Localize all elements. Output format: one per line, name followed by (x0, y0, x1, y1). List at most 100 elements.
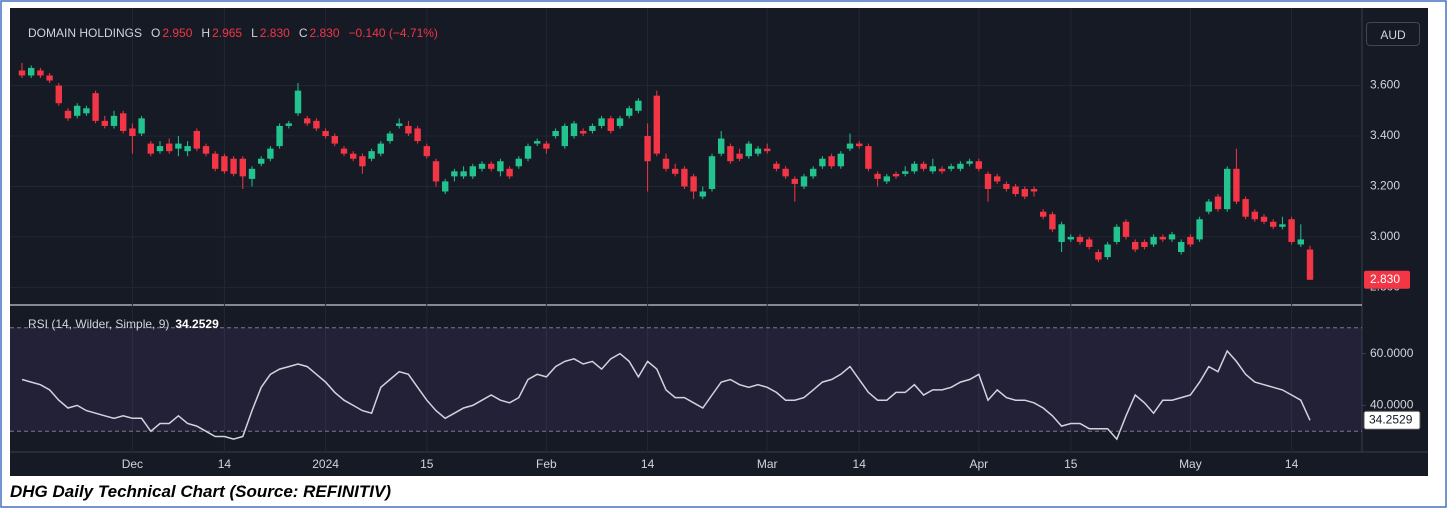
candle-body (1214, 196, 1222, 210)
symbol-name: DOMAIN HOLDINGS (28, 26, 143, 40)
candle-body (451, 171, 458, 177)
currency-button[interactable]: AUD (1366, 22, 1420, 46)
candle-body (764, 148, 771, 152)
x-tick-label: Mar (757, 457, 778, 471)
candle-body (994, 176, 1001, 182)
candle-body (202, 146, 210, 154)
x-tick-label: May (1179, 457, 1202, 471)
candle-body (166, 143, 173, 152)
candle-body (1187, 236, 1194, 245)
candle-body (368, 151, 375, 159)
x-tick-label: 14 (853, 457, 867, 471)
candle-body (55, 85, 62, 104)
candle-body (948, 166, 955, 169)
candle-body (690, 176, 697, 192)
candle-body (506, 168, 513, 177)
candle-body (846, 143, 854, 149)
candle-body (745, 143, 752, 157)
legend-value: 2.830 (309, 26, 340, 40)
candle-body (874, 173, 881, 179)
y-tick-label: 3.600 (1370, 78, 1400, 92)
legend-key: C (298, 26, 308, 40)
candle-body (1122, 221, 1130, 237)
candle-body (1141, 241, 1148, 247)
rsi-title: RSI (14, Wilder, Simple, 9) (28, 317, 170, 331)
x-tick-label: 2024 (312, 457, 339, 471)
candle-body (1086, 239, 1093, 247)
candle-body (736, 153, 743, 159)
y-tick-label: 3.000 (1370, 229, 1400, 243)
candle-body (635, 100, 642, 111)
candle-body (193, 130, 200, 149)
candle-body (929, 166, 936, 172)
candle-body (83, 108, 90, 114)
candle-body (966, 161, 973, 164)
candle-body (1049, 214, 1056, 230)
candle-body (248, 168, 256, 179)
candle-body (267, 148, 274, 159)
candle-body (1095, 252, 1102, 260)
candle-body (1058, 224, 1065, 242)
candle-body (120, 113, 127, 131)
candle-body (515, 158, 522, 167)
candle-body (184, 146, 191, 152)
rsi-band (10, 327, 1362, 432)
x-tick-label: Feb (536, 457, 557, 471)
candle-body (754, 148, 762, 154)
y-tick-label: 40.0000 (1370, 398, 1414, 412)
candle-body (672, 168, 679, 174)
candle-body (1168, 234, 1176, 240)
legend-key: L (251, 26, 258, 40)
candle-body (92, 93, 99, 121)
candle-body (1030, 188, 1038, 192)
x-tick-label: 15 (1064, 457, 1078, 471)
candle-body (313, 120, 320, 129)
x-tick-label: 15 (420, 457, 434, 471)
candle-body (708, 156, 716, 189)
candle-body (1040, 211, 1047, 217)
rsi-line (21, 349, 1311, 441)
candle-body (920, 163, 927, 169)
candle-body (258, 158, 265, 164)
candle-body (488, 163, 495, 169)
caption: DHG Daily Technical Chart (Source: REFIN… (10, 482, 391, 501)
candle-body (883, 176, 890, 182)
candle-body (1003, 183, 1010, 189)
candle-body (285, 123, 292, 126)
candle-body (64, 110, 72, 119)
candle-body (469, 166, 476, 177)
candle-body (938, 168, 946, 172)
candle-body (497, 161, 504, 172)
legend-value: 2.965 (212, 26, 243, 40)
legend-change: −0.140 (−4.71%) (348, 26, 438, 40)
candle-body (727, 146, 734, 162)
rsi-legend: RSI (14, Wilder, Simple, 9) 34.2529 (28, 317, 219, 331)
candle-body (1150, 236, 1157, 245)
candle-body (902, 171, 909, 174)
candle-body (350, 153, 357, 159)
candle-body (957, 163, 964, 169)
y-tick-label: 60.0000 (1370, 346, 1414, 360)
candle-body (18, 70, 26, 76)
candle-body (1132, 241, 1139, 250)
candle-body (1260, 216, 1268, 222)
candle-body (276, 125, 283, 147)
candle-body (856, 143, 863, 147)
candle-body (892, 173, 900, 177)
candle-body (699, 191, 706, 197)
candle-body (294, 90, 302, 114)
last-price-label: 2.830 (1370, 272, 1400, 286)
candle-body (147, 143, 154, 154)
candle-body (773, 163, 780, 169)
candle-body (837, 153, 844, 167)
candle-body (405, 125, 412, 134)
candle-body (828, 156, 835, 167)
legend-key: O (151, 26, 161, 40)
candle-body (221, 156, 228, 172)
candle-body (819, 158, 826, 167)
candle-body (911, 163, 918, 172)
candle-body (129, 128, 136, 137)
legend-key: H (201, 26, 211, 40)
candle-body (110, 115, 118, 126)
rsi-current: 34.2529 (175, 317, 219, 331)
